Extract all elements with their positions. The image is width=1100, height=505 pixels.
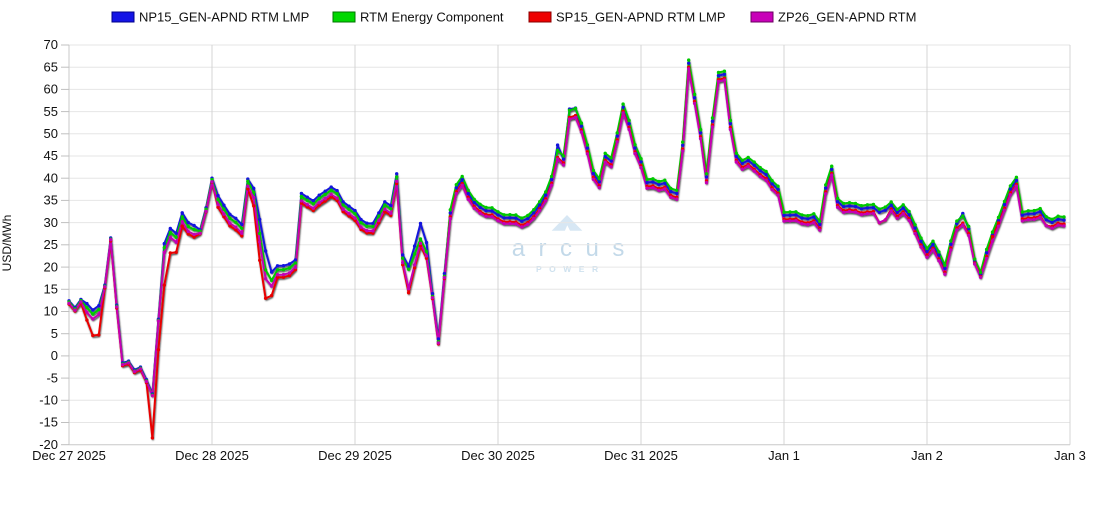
svg-text:0: 0 — [51, 348, 58, 363]
svg-text:Dec 28 2025: Dec 28 2025 — [175, 448, 249, 463]
svg-text:50: 50 — [44, 126, 58, 141]
svg-text:65: 65 — [44, 59, 58, 74]
svg-text:NP15_GEN-APND RTM LMP: NP15_GEN-APND RTM LMP — [139, 10, 309, 25]
svg-text:ZP26_GEN-APND RTM: ZP26_GEN-APND RTM — [778, 10, 916, 25]
svg-text:Dec 31 2025: Dec 31 2025 — [604, 448, 678, 463]
svg-text:45: 45 — [44, 148, 58, 163]
svg-text:-5: -5 — [46, 370, 58, 385]
svg-text:-10: -10 — [39, 393, 58, 408]
svg-text:-15: -15 — [39, 415, 58, 430]
svg-text:arcus: arcus — [512, 235, 638, 262]
svg-text:USD/MWh: USD/MWh — [0, 215, 14, 272]
svg-text:70: 70 — [44, 37, 58, 52]
svg-text:Jan 1: Jan 1 — [768, 448, 800, 463]
svg-text:Dec 27 2025: Dec 27 2025 — [32, 448, 106, 463]
svg-text:Dec 30 2025: Dec 30 2025 — [461, 448, 535, 463]
svg-text:25: 25 — [44, 237, 58, 252]
svg-text:Dec 29 2025: Dec 29 2025 — [318, 448, 392, 463]
svg-text:Jan 3: Jan 3 — [1054, 448, 1086, 463]
svg-text:20: 20 — [44, 259, 58, 274]
svg-text:POWER: POWER — [536, 264, 606, 274]
svg-text:35: 35 — [44, 193, 58, 208]
svg-text:Jan 2: Jan 2 — [911, 448, 943, 463]
svg-text:60: 60 — [44, 82, 58, 97]
svg-text:15: 15 — [44, 282, 58, 297]
svg-text:40: 40 — [44, 170, 58, 185]
svg-text:RTM Energy Component: RTM Energy Component — [360, 10, 504, 25]
svg-text:30: 30 — [44, 215, 58, 230]
svg-text:5: 5 — [51, 326, 58, 341]
svg-text:10: 10 — [44, 304, 58, 319]
svg-text:-20: -20 — [39, 437, 58, 452]
svg-text:55: 55 — [44, 104, 58, 119]
svg-text:SP15_GEN-APND RTM LMP: SP15_GEN-APND RTM LMP — [556, 10, 726, 25]
